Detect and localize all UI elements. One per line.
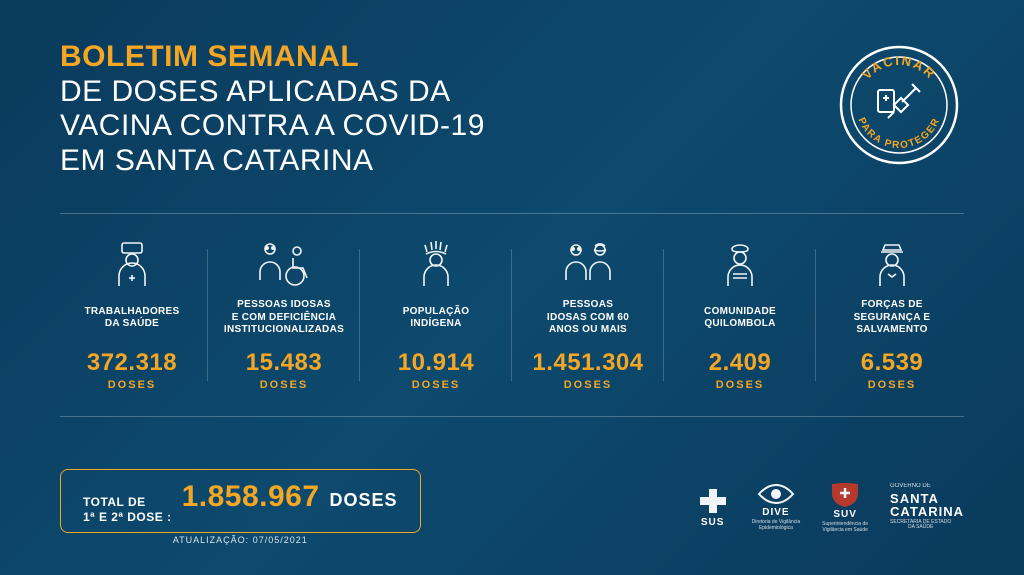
- total-unit: DOSES: [330, 490, 398, 511]
- stat-security: FORÇAS DESEGURANÇA ESALVAMENTO 6.539 DOS…: [820, 239, 964, 391]
- title-line-2: VACINA CONTRA A COVID-19: [60, 109, 485, 144]
- stat-label: TRABALHADORESDA SAÚDE: [84, 299, 179, 337]
- stat-unit: DOSES: [564, 379, 613, 391]
- stat-label: COMUNIDADEQUILOMBOLA: [704, 299, 776, 337]
- elderly-disabled-icon: [255, 239, 313, 289]
- stat-health-workers: TRABALHADORESDA SAÚDE 372.318 DOSES: [60, 239, 204, 391]
- total-prefix: TOTAL DE 1ª E 2ª DOSE :: [83, 495, 172, 524]
- stat-unit: DOSES: [716, 379, 765, 391]
- quilombola-icon: [719, 239, 761, 289]
- stat-indigenous: POPULAÇÃOINDÍGENA 10.914 DOSES: [364, 239, 508, 391]
- stat-value: 372.318: [87, 349, 177, 377]
- svg-text:PARA PROTEGER: PARA PROTEGER: [856, 116, 943, 151]
- stat-label: PESSOASIDOSAS COM 60ANOS OU MAIS: [547, 299, 629, 337]
- title-line-3: EM SANTA CATARINA: [60, 144, 485, 179]
- logo-suv-label: SUV: [833, 509, 857, 520]
- title-bold: BOLETIM SEMANAL: [60, 40, 485, 75]
- stat-unit: DOSES: [260, 379, 309, 391]
- stat-elderly-60: PESSOASIDOSAS COM 60ANOS OU MAIS 1.451.3…: [516, 239, 660, 391]
- logo-suv-sub: Superintendência deVigilância em Saúde: [822, 522, 868, 533]
- total-prefix-2: 1ª E 2ª DOSE :: [83, 510, 172, 524]
- stat-value: 10.914: [398, 349, 474, 377]
- logo-dive-sub: Diretoria de VigilânciaEpidemiológica: [752, 520, 801, 531]
- stat-unit: DOSES: [412, 379, 461, 391]
- stat-unit: DOSES: [868, 379, 917, 391]
- title-line-1: DE DOSES APLICADAS DA: [60, 75, 485, 110]
- total-block: TOTAL DE 1ª E 2ª DOSE : 1.858.967 DOSES …: [60, 469, 421, 545]
- logo-sc-name: SANTACATARINA: [890, 492, 964, 518]
- title-block: BOLETIM SEMANAL DE DOSES APLICADAS DA VA…: [60, 40, 485, 178]
- stat-value: 2.409: [709, 349, 772, 377]
- security-icon: [871, 239, 913, 289]
- health-worker-icon: [111, 239, 153, 289]
- stat-value: 6.539: [861, 349, 924, 377]
- logo-sc-sub: SECRETARIA DE ESTADODA SAÚDE: [890, 520, 951, 531]
- logo-dive: DIVE Diretoria de VigilânciaEpidemiológi…: [752, 483, 801, 531]
- stat-unit: DOSES: [108, 379, 157, 391]
- stat-label: POPULAÇÃOINDÍGENA: [403, 299, 470, 337]
- update-date: 07/05/2021: [253, 535, 308, 545]
- logo-dive-label: DIVE: [762, 507, 789, 518]
- logo-sus-label: SUS: [701, 517, 725, 528]
- total-prefix-1: TOTAL DE: [83, 495, 172, 509]
- divider-top: [60, 213, 964, 214]
- stat-value: 1.451.304: [532, 349, 643, 377]
- footer-row: TOTAL DE 1ª E 2ª DOSE : 1.858.967 DOSES …: [60, 469, 964, 545]
- indigenous-icon: [415, 239, 457, 289]
- stat-label: FORÇAS DESEGURANÇA ESALVAMENTO: [854, 299, 931, 337]
- logo-sus: SUS: [696, 487, 730, 528]
- stat-label: PESSOAS IDOSASE COM DEFICIÊNCIAINSTITUCI…: [224, 299, 344, 337]
- logo-suv: SUV Superintendência deVigilância em Saú…: [822, 481, 868, 533]
- divider-bottom: [60, 416, 964, 417]
- svg-text:VACINAR: VACINAR: [859, 53, 939, 82]
- total-update: ATUALIZAÇÃO: 07/05/2021: [60, 535, 421, 545]
- total-value: 1.858.967: [182, 480, 320, 514]
- vaccinate-badge: VACINAR PARA PROTEGER: [834, 40, 964, 170]
- logo-sc-top: GOVERNO DE: [890, 483, 931, 490]
- stats-row: TRABALHADORESDA SAÚDE 372.318 DOSES PESS…: [60, 239, 964, 391]
- update-label: ATUALIZAÇÃO:: [173, 535, 249, 545]
- logos-row: SUS DIVE Diretoria de VigilânciaEpidemio…: [696, 481, 964, 533]
- stat-value: 15.483: [246, 349, 322, 377]
- total-box: TOTAL DE 1ª E 2ª DOSE : 1.858.967 DOSES: [60, 469, 421, 533]
- logo-sc: GOVERNO DE SANTACATARINA SECRETARIA DE E…: [890, 483, 964, 531]
- header-row: BOLETIM SEMANAL DE DOSES APLICADAS DA VA…: [60, 40, 964, 178]
- elderly-60-icon: [560, 239, 616, 289]
- stat-quilombola: COMUNIDADEQUILOMBOLA 2.409 DOSES: [668, 239, 812, 391]
- stat-elderly-disabled: PESSOAS IDOSASE COM DEFICIÊNCIAINSTITUCI…: [212, 239, 356, 391]
